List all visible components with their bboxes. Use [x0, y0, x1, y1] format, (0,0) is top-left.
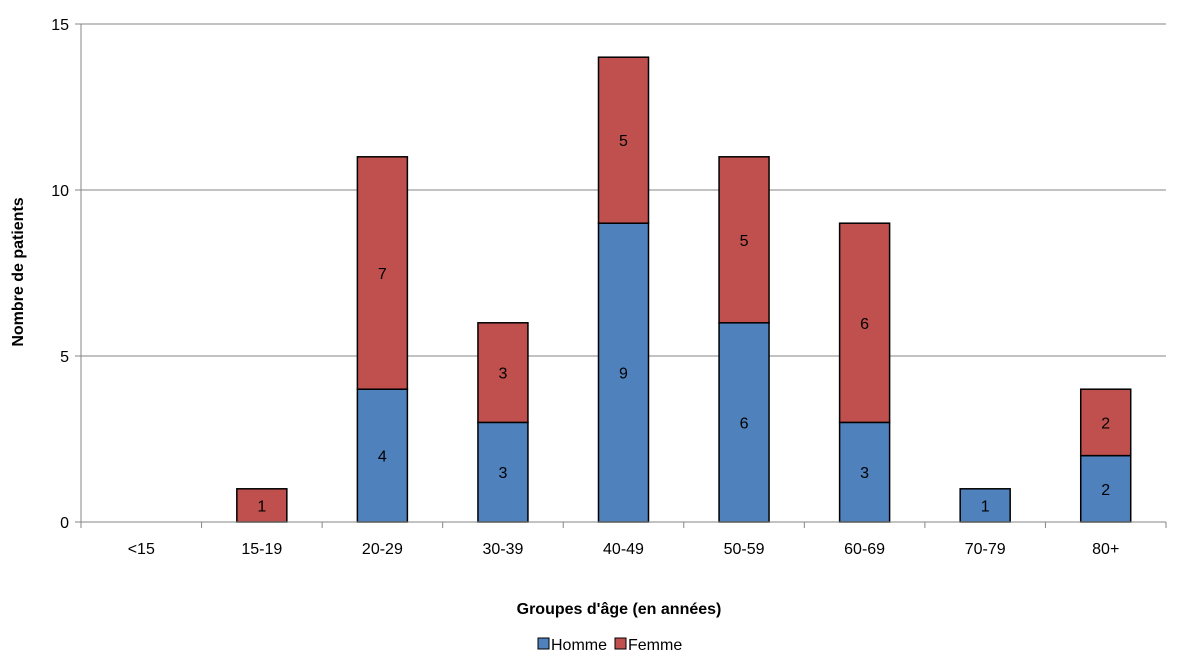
x-tick-label: 50-59: [724, 541, 765, 558]
axes-group: [75, 23, 1167, 528]
x-tick-label: 40-49: [603, 541, 644, 558]
data-label: 7: [378, 266, 387, 283]
bar-homme-8: [1079, 454, 1132, 523]
x-axis-title: Groupes d'âge (en années): [517, 601, 722, 618]
x-tick-labels: <15 15-19 20-29 30-39 40-49 50-59 60-69 70-79 80…: [128, 541, 1120, 558]
data-label: 6: [740, 415, 749, 432]
y-tick-label: 10: [51, 183, 69, 200]
x-tick-label: <15: [128, 541, 155, 558]
bar-homme-5: [718, 322, 770, 523]
y-tick-label: 5: [60, 349, 69, 366]
bar-femme-4: [597, 56, 650, 224]
x-tick-label: 70-79: [965, 541, 1006, 558]
bar-femme-3: [477, 322, 529, 424]
bar-femme-2: [356, 156, 409, 390]
legend-swatch-homme: [537, 637, 550, 650]
data-label: 6: [860, 316, 869, 333]
data-label: 3: [498, 366, 507, 383]
data-label: 2: [1101, 482, 1110, 499]
data-label: 1: [257, 498, 266, 515]
data-label: 1: [981, 498, 990, 515]
data-label: 2: [1101, 415, 1110, 432]
x-tick-label: 80+: [1092, 541, 1119, 558]
bars-group: 1 4 7 3 3 9 5 6 5 3 6 1 2 2: [236, 56, 1132, 523]
data-label: 5: [740, 233, 749, 250]
legend-label-femme: Femme: [628, 637, 682, 654]
legend-swatch-femme: [614, 637, 627, 650]
bar-femme-8: [1079, 388, 1132, 457]
legend: Homme Femme: [537, 637, 682, 654]
legend-label-homme: Homme: [551, 637, 607, 654]
data-label: 9: [619, 366, 628, 383]
y-axis-title: Nombre de patients: [10, 197, 27, 346]
data-label: 3: [498, 465, 507, 482]
x-tick-label: 60-69: [844, 541, 885, 558]
y-tick-labels: 0 5 10 15: [51, 17, 69, 532]
x-tick-label: 20-29: [362, 541, 403, 558]
y-tick-label: 15: [51, 17, 69, 34]
x-tick-label: 30-39: [482, 541, 523, 558]
bar-femme-1: [236, 488, 288, 523]
y-tick-label: 0: [60, 515, 69, 532]
bar-homme-7: [959, 488, 1011, 523]
data-label: 4: [378, 449, 387, 466]
x-tick-label: 15-19: [241, 541, 282, 558]
data-label: 5: [619, 133, 628, 150]
data-label: 3: [860, 465, 869, 482]
bar-femme-5: [718, 156, 770, 324]
bar-femme-6: [838, 222, 891, 424]
